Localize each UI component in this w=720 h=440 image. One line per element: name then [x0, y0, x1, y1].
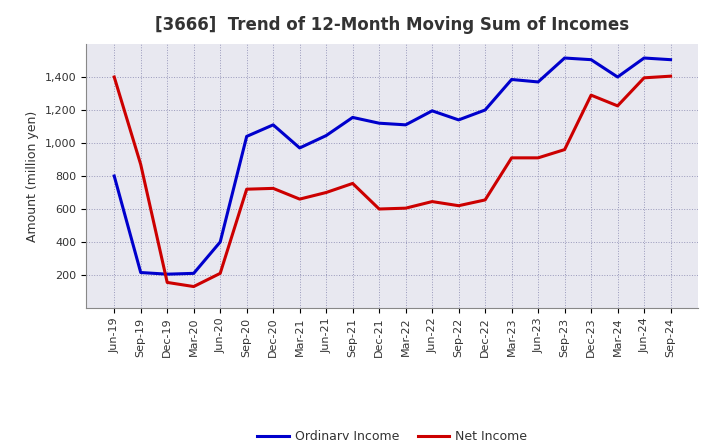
Net Income	[587, 92, 595, 98]
Ordinary Income	[508, 77, 516, 82]
Ordinary Income	[295, 145, 304, 150]
Ordinary Income	[110, 173, 119, 179]
Net Income	[216, 271, 225, 276]
Ordinary Income	[189, 271, 198, 276]
Net Income	[269, 186, 277, 191]
Net Income	[560, 147, 569, 152]
Ordinary Income	[136, 270, 145, 275]
Ordinary Income	[163, 271, 171, 277]
Ordinary Income	[454, 117, 463, 122]
Title: [3666]  Trend of 12-Month Moving Sum of Incomes: [3666] Trend of 12-Month Moving Sum of I…	[156, 16, 629, 34]
Ordinary Income	[534, 79, 542, 84]
Ordinary Income	[560, 55, 569, 61]
Net Income	[189, 284, 198, 289]
Net Income	[454, 203, 463, 209]
Net Income	[666, 73, 675, 79]
Line: Ordinary Income: Ordinary Income	[114, 58, 670, 274]
Net Income	[613, 103, 622, 109]
Ordinary Income	[243, 134, 251, 139]
Legend: Ordinary Income, Net Income: Ordinary Income, Net Income	[252, 425, 533, 440]
Net Income	[401, 205, 410, 211]
Net Income	[640, 75, 649, 81]
Net Income	[110, 74, 119, 80]
Ordinary Income	[481, 107, 490, 113]
Y-axis label: Amount (million yen): Amount (million yen)	[27, 110, 40, 242]
Ordinary Income	[401, 122, 410, 128]
Net Income	[136, 162, 145, 167]
Ordinary Income	[375, 121, 384, 126]
Net Income	[322, 190, 330, 195]
Ordinary Income	[322, 133, 330, 138]
Net Income	[243, 187, 251, 192]
Net Income	[428, 199, 436, 204]
Ordinary Income	[428, 108, 436, 114]
Net Income	[481, 197, 490, 202]
Net Income	[163, 280, 171, 285]
Ordinary Income	[640, 55, 649, 61]
Net Income	[375, 206, 384, 212]
Ordinary Income	[666, 57, 675, 62]
Net Income	[508, 155, 516, 161]
Ordinary Income	[587, 57, 595, 62]
Net Income	[534, 155, 542, 161]
Ordinary Income	[613, 74, 622, 80]
Ordinary Income	[216, 239, 225, 245]
Net Income	[348, 181, 357, 186]
Net Income	[295, 196, 304, 202]
Ordinary Income	[269, 122, 277, 128]
Ordinary Income	[348, 115, 357, 120]
Line: Net Income: Net Income	[114, 76, 670, 286]
